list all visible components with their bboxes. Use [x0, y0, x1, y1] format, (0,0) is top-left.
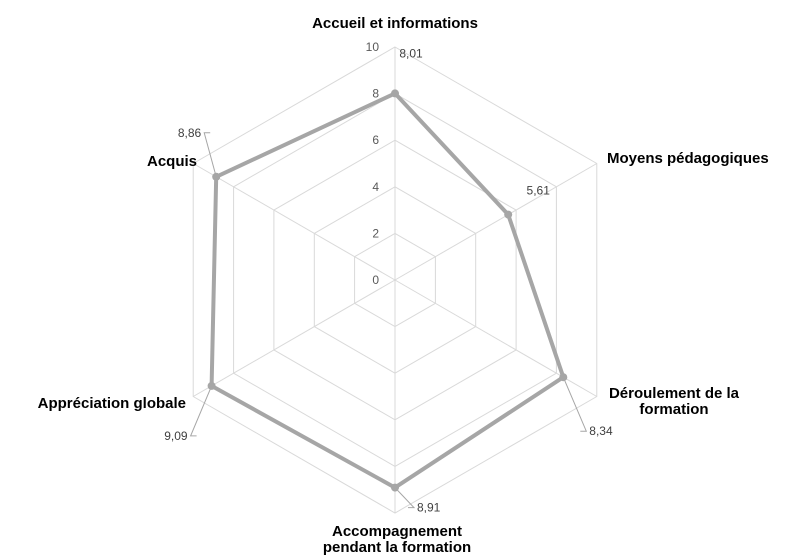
category-label: Déroulement de la [609, 385, 740, 402]
radial-tick-label: 4 [372, 180, 379, 194]
data-label-leader [189, 385, 213, 437]
series-line [209, 91, 566, 490]
radial-tick-label: 2 [372, 226, 379, 240]
data-label-leader [203, 132, 217, 177]
data-label-leader [562, 377, 588, 432]
data-label-leader [394, 487, 416, 509]
data-label: 9,09 [164, 429, 188, 443]
category-label: Acquis [147, 153, 197, 170]
axis-spoke [192, 279, 396, 397]
data-label: 8,34 [589, 424, 613, 438]
category-label: Appréciation globale [38, 395, 186, 412]
category-label: Accompagnement [332, 523, 462, 540]
axis-spoke [192, 163, 396, 281]
category-label: formation [639, 401, 708, 418]
category-label: pendant la formation [323, 539, 471, 556]
radial-tick-label: 6 [372, 133, 379, 147]
category-label: Moyens pédagogiques [607, 150, 769, 167]
data-point [504, 210, 513, 219]
radial-tick-label: 8 [372, 87, 379, 101]
data-label: 8,01 [399, 46, 423, 60]
axis-spoke [394, 163, 598, 281]
data-label: 5,61 [527, 184, 551, 198]
radial-tick-label: 10 [366, 40, 380, 54]
category-label: Accueil et informations [312, 15, 478, 32]
radial-tick-label: 0 [372, 273, 379, 287]
data-label: 8,86 [178, 126, 202, 140]
data-point [391, 89, 399, 98]
data-label: 8,91 [417, 501, 441, 515]
